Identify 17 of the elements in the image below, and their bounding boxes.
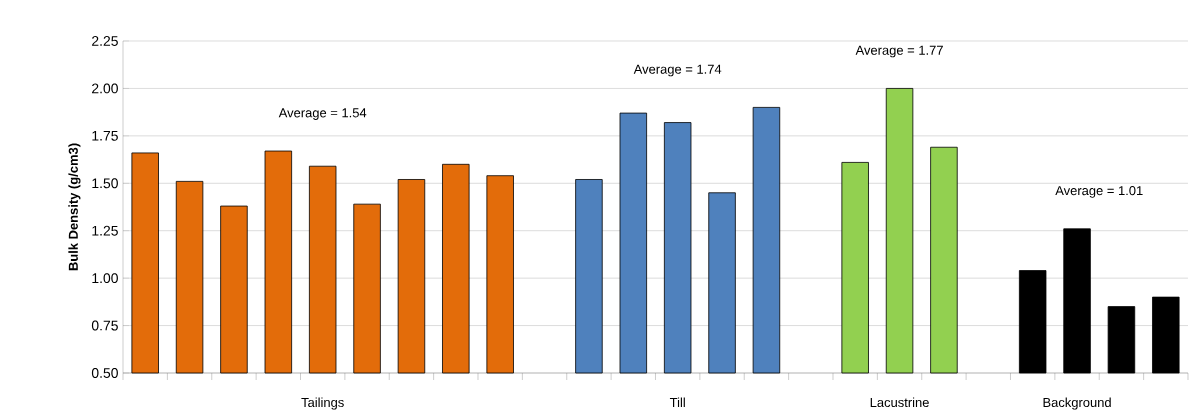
annotation: Average = 1.77: [855, 45, 943, 58]
annotation: Average = 1.74: [633, 64, 722, 77]
y-tick-label: 2.00: [92, 83, 118, 94]
y-tick-label: 0.75: [91, 320, 118, 331]
y-tick-label: 2.25: [92, 36, 118, 46]
annotation: Average = 1.54: [278, 108, 367, 120]
y-axis-title: Bulk Density (g/cm3): [68, 143, 81, 271]
y-tick-label: 1.25: [92, 225, 118, 236]
y-tick-label: 1.75: [92, 130, 118, 141]
y-tick-label: 1.50: [92, 178, 118, 189]
annotation: Average = 1.01: [1055, 186, 1143, 198]
x-tick-label: Tailings: [301, 397, 344, 410]
x-tick-label: Lacustrine: [870, 397, 929, 408]
x-tick-label: Till: [669, 397, 685, 407]
y-tick-label: 1.00: [92, 273, 118, 284]
x-tick-label: Background: [1043, 397, 1111, 410]
y-tick-label: 0.50: [91, 368, 118, 378]
